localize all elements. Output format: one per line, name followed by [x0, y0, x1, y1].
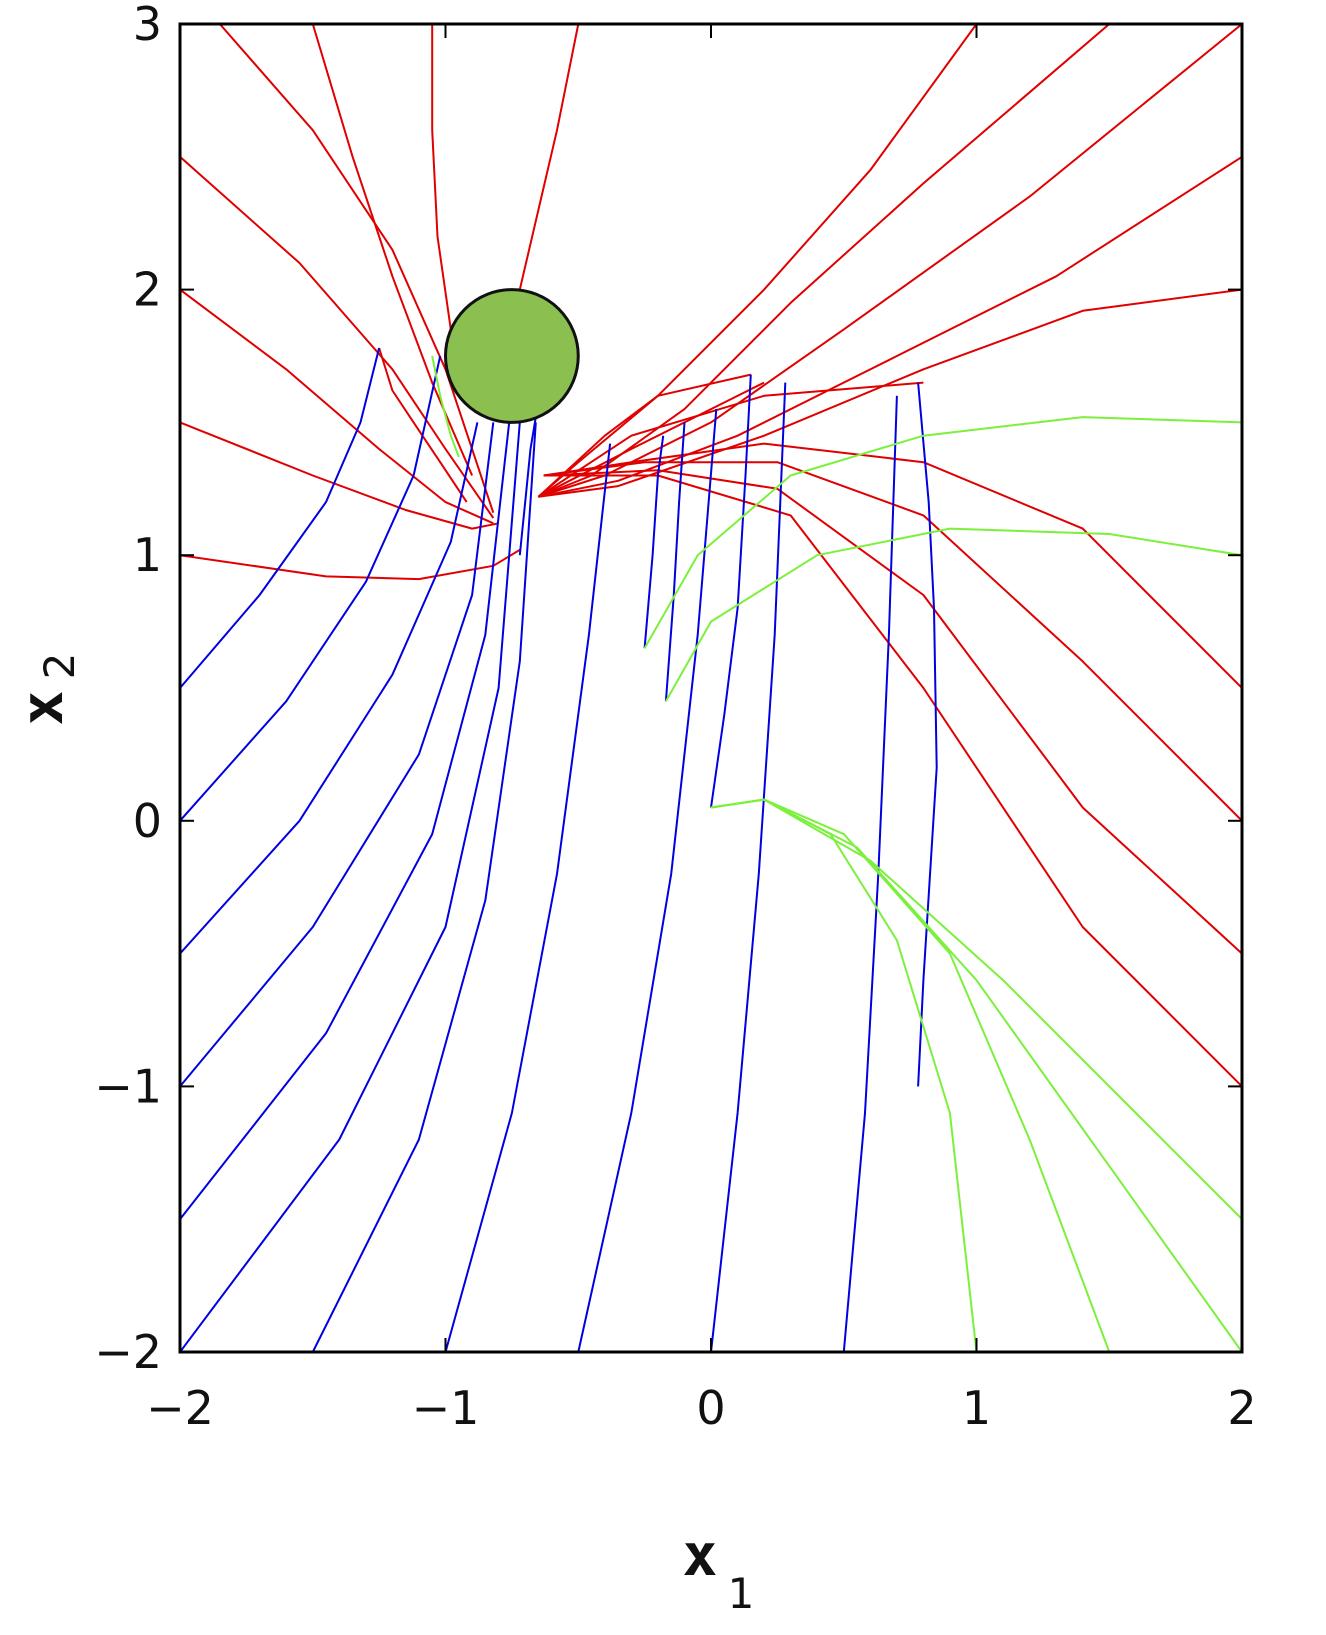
red-trajectory-4: [219, 24, 495, 514]
green-trajectory-41: [710, 798, 1111, 1352]
x-axis-label-subscript: 1: [728, 1569, 755, 1618]
tick-layer: −2 −1 0 1 2 −2 −1 0 1 2 3: [94, 0, 1256, 1435]
red-trajectory-11: [538, 24, 1242, 498]
y-tick-label: −1: [94, 1059, 162, 1113]
circular-obstacle: [444, 288, 580, 424]
y-tick-label: 0: [133, 794, 162, 848]
red-trajectory-20: [543, 474, 1242, 1088]
y-axis-label-subscript: 2: [35, 653, 84, 680]
blue-trajectory-25: [180, 422, 511, 1220]
blue-trajectory-26: [180, 422, 521, 1352]
x-axis-label-text: x: [683, 1521, 718, 1589]
red-trajectory-13: [538, 288, 1242, 498]
y-axis-label-text: x: [8, 691, 76, 726]
red-trajectory-6: [378, 347, 468, 503]
blue-trajectory-33: [710, 374, 752, 808]
blue-trajectory-27: [311, 422, 537, 1352]
blue-trajectory-23: [180, 422, 479, 955]
series-layer: [180, 24, 1242, 1352]
x-tick-label: −1: [412, 1381, 480, 1435]
red-trajectory-19: [543, 469, 1242, 955]
red-trajectory-8: [518, 24, 580, 290]
green-trajectory-38: [643, 416, 1242, 649]
red-trajectory-0: [180, 549, 521, 581]
red-trajectory-3: [180, 156, 495, 519]
y-tick-label: −2: [94, 1325, 162, 1379]
red-trajectory-10: [538, 24, 1110, 498]
blue-trajectory-35: [664, 422, 686, 702]
red-trajectory-9: [537, 24, 978, 498]
obstacle-layer: [444, 288, 580, 424]
red-trajectory-16: [537, 373, 752, 498]
red-trajectory-2: [180, 288, 494, 525]
plot-frame: [178, 22, 1244, 1354]
y-tick-label: 3: [133, 0, 162, 51]
x-tick-label: 2: [1227, 1381, 1256, 1435]
blue-trajectory-22: [180, 355, 442, 822]
red-trajectory-15: [537, 381, 924, 498]
x-tick-label: 1: [962, 1381, 991, 1435]
green-trajectory-39: [665, 527, 1242, 702]
red-trajectory-17: [543, 442, 1242, 689]
blue-trajectory-31: [842, 395, 898, 1352]
green-trajectory-40: [710, 798, 978, 1352]
y-axis-label: x 2: [8, 653, 84, 726]
blue-trajectory-36: [518, 416, 537, 556]
green-trajectory-43: [710, 798, 1242, 1220]
y-tick-label: 1: [133, 528, 162, 582]
blue-trajectory-21: [180, 347, 381, 689]
green-trajectory-37: [431, 355, 460, 458]
x-tick-label: −2: [146, 1381, 214, 1435]
blue-trajectory-30: [710, 382, 787, 1352]
y-tick-label: 2: [133, 263, 162, 317]
blue-trajectory-29: [577, 409, 718, 1352]
blue-trajectory-28: [444, 443, 612, 1352]
blue-trajectory-32: [917, 382, 938, 1087]
blue-trajectory-34: [643, 435, 665, 649]
x-tick-label: 0: [696, 1381, 725, 1435]
red-trajectory-18: [543, 461, 1242, 822]
x-axis-label: x 1: [683, 1521, 755, 1618]
blue-trajectory-24: [180, 422, 495, 1088]
green-trajectory-42: [710, 798, 1242, 1352]
